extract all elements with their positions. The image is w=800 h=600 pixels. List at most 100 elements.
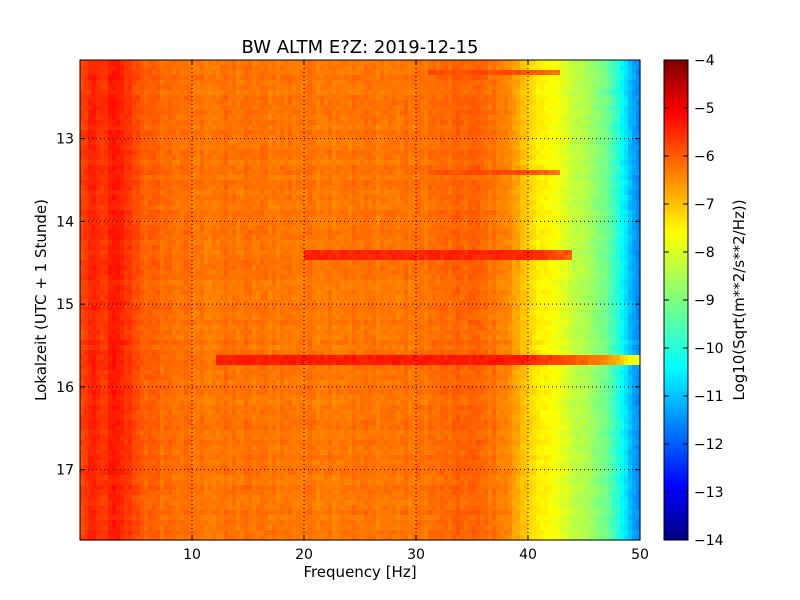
heatmap-cell xyxy=(580,220,585,226)
heatmap-cell xyxy=(508,80,513,86)
heatmap-cell xyxy=(456,150,461,156)
heatmap-cell xyxy=(244,200,249,206)
heatmap-cell xyxy=(216,225,221,231)
heatmap-cell xyxy=(376,135,381,141)
heatmap-cell xyxy=(500,130,505,136)
heatmap-cell xyxy=(632,85,637,91)
heatmap-cell xyxy=(472,140,477,146)
heatmap-cell xyxy=(428,75,433,81)
heatmap-cell xyxy=(80,215,85,221)
heatmap-cell xyxy=(276,100,281,106)
heatmap-cell xyxy=(172,220,177,226)
heatmap-cell xyxy=(580,90,585,96)
heatmap-cell xyxy=(508,185,513,191)
heatmap-cell xyxy=(608,115,613,121)
heatmap-cell xyxy=(304,230,309,236)
heatmap-cell xyxy=(176,180,181,186)
heatmap-cell xyxy=(108,110,113,116)
heatmap-cell xyxy=(312,60,317,66)
heatmap-cell xyxy=(200,175,205,181)
heatmap-cell xyxy=(552,130,557,136)
heatmap-cell xyxy=(492,170,497,176)
heatmap-cell xyxy=(324,225,329,231)
heatmap-cell xyxy=(560,65,565,71)
heatmap-cell xyxy=(172,180,177,186)
heatmap-cell xyxy=(292,205,297,211)
heatmap-cell xyxy=(212,95,217,101)
heatmap-cell xyxy=(208,210,213,216)
heatmap-cell xyxy=(212,65,217,71)
heatmap-cell xyxy=(336,135,341,141)
heatmap-cell xyxy=(300,235,305,241)
heatmap-cell xyxy=(452,210,457,216)
heatmap-cell xyxy=(200,115,205,121)
heatmap-cell xyxy=(144,85,149,91)
heatmap-cell xyxy=(212,165,217,171)
heatmap-cell xyxy=(260,90,265,96)
heatmap-cell xyxy=(364,185,369,191)
heatmap-cell xyxy=(516,195,521,201)
heatmap-cell xyxy=(328,180,333,186)
heatmap-cell xyxy=(96,80,101,86)
heatmap-cell xyxy=(592,155,597,161)
heatmap-cell xyxy=(144,230,149,236)
heatmap-cell xyxy=(496,160,501,166)
heatmap-cell xyxy=(252,95,257,101)
heatmap-cell xyxy=(176,150,181,156)
heatmap-cell xyxy=(388,210,393,216)
heatmap-cell xyxy=(508,75,513,81)
heatmap-cell xyxy=(524,210,529,216)
heatmap-cell xyxy=(440,210,445,216)
heatmap-cell xyxy=(448,120,453,126)
heatmap-cell xyxy=(136,220,141,226)
heatmap-cell xyxy=(368,80,373,86)
heatmap-cell xyxy=(628,115,633,121)
heatmap-cell xyxy=(96,210,101,216)
heatmap-cell xyxy=(84,135,89,141)
heatmap-cell xyxy=(124,160,129,166)
heatmap-cell xyxy=(584,105,589,111)
heatmap-cell xyxy=(608,195,613,201)
heatmap-cell xyxy=(80,150,85,156)
heatmap-cell xyxy=(624,195,629,201)
heatmap-cell xyxy=(632,60,637,66)
heatmap-cell xyxy=(528,170,533,176)
heatmap-cell xyxy=(164,155,169,161)
heatmap-cell xyxy=(320,135,325,141)
heatmap-cell xyxy=(152,140,157,146)
heatmap-cell xyxy=(528,210,533,216)
heatmap-cell xyxy=(536,220,541,226)
heatmap-cell xyxy=(292,135,297,141)
heatmap-cell xyxy=(404,170,409,176)
heatmap-cell xyxy=(452,130,457,136)
heatmap-cell xyxy=(536,180,541,186)
heatmap-cell xyxy=(260,65,265,71)
heatmap-cell xyxy=(340,110,345,116)
heatmap-cell xyxy=(236,190,241,196)
heatmap-cell xyxy=(424,235,429,241)
heatmap-cell xyxy=(340,95,345,101)
heatmap-cell xyxy=(384,100,389,106)
heatmap-cell xyxy=(284,105,289,111)
heatmap-cell xyxy=(552,220,557,226)
heatmap-cell xyxy=(208,145,213,151)
heatmap-cell xyxy=(596,85,601,91)
heatmap-cell xyxy=(104,185,109,191)
heatmap-cell xyxy=(520,165,525,171)
heatmap-cell xyxy=(396,80,401,86)
heatmap-cell xyxy=(344,170,349,176)
heatmap-cell xyxy=(572,65,577,71)
heatmap-cell xyxy=(156,85,161,91)
heatmap-cell xyxy=(324,235,329,241)
heatmap-cell xyxy=(336,155,341,161)
heatmap-cell xyxy=(628,85,633,91)
heatmap-cell xyxy=(632,175,637,181)
heatmap-cell xyxy=(212,60,217,66)
heatmap-cell xyxy=(220,110,225,116)
heatmap-cell xyxy=(288,85,293,91)
heatmap-cell xyxy=(328,145,333,151)
heatmap-cell xyxy=(584,95,589,101)
heatmap-cell xyxy=(276,115,281,121)
heatmap-cell xyxy=(460,115,465,121)
heatmap-cell xyxy=(512,140,517,146)
